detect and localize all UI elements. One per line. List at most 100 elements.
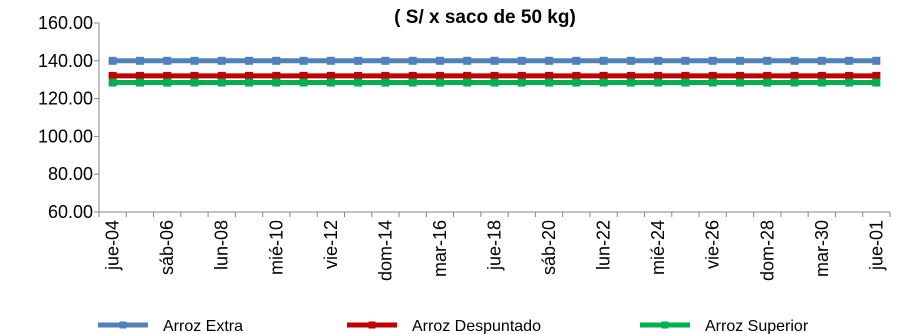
data-point <box>217 71 226 80</box>
data-point <box>463 71 472 80</box>
data-point <box>299 78 308 87</box>
x-tick-label: sáb-06 <box>157 220 177 275</box>
data-point <box>190 71 199 80</box>
data-point <box>408 56 417 65</box>
data-point <box>545 56 554 65</box>
x-tick-label: dom-28 <box>757 220 777 281</box>
x-tick-label: vie-26 <box>703 220 723 269</box>
data-point <box>408 78 417 87</box>
x-tick-labels: jue-04 sáb-06 lun-08 mié-10 vie-12 dom-14 mar-… <box>103 220 887 281</box>
y-tick-label: 120.00 <box>38 89 93 109</box>
data-point <box>108 56 117 65</box>
x-tick-label: jue-01 <box>866 220 886 271</box>
x-tick-label: jue-04 <box>103 220 123 271</box>
data-point <box>763 78 772 87</box>
data-point <box>245 56 254 65</box>
axes <box>94 22 891 217</box>
data-point <box>817 56 826 65</box>
data-point <box>463 78 472 87</box>
data-point <box>599 78 608 87</box>
data-point <box>354 78 363 87</box>
y-tick-label: 160.00 <box>38 13 93 33</box>
x-tick-label: vie-12 <box>321 220 341 269</box>
legend-label: Arroz Extra <box>163 318 243 334</box>
y-tick-label: 140.00 <box>38 51 93 71</box>
data-point <box>817 71 826 80</box>
data-point <box>163 71 172 80</box>
data-point <box>735 56 744 65</box>
data-point <box>654 71 663 80</box>
data-point <box>626 71 635 80</box>
x-tick-label: lun-08 <box>212 220 232 270</box>
legend-marker <box>661 321 669 329</box>
data-point <box>272 78 281 87</box>
legend: Arroz Extra Arroz Despuntado Arroz Superio… <box>98 318 809 334</box>
x-tick-label: mié-24 <box>648 220 668 275</box>
data-point <box>326 71 335 80</box>
data-point <box>381 78 390 87</box>
data-point <box>517 71 526 80</box>
data-point <box>545 78 554 87</box>
data-point <box>490 56 499 65</box>
x-tick-label: lun-22 <box>594 220 614 270</box>
data-point <box>435 56 444 65</box>
legend-label: Arroz Despuntado <box>412 318 541 334</box>
data-point <box>572 56 581 65</box>
data-point <box>135 71 144 80</box>
y-tick-labels: 60.00 80.00 100.00 120.00 140.00 160.00 <box>38 13 93 222</box>
data-point <box>490 78 499 87</box>
data-point <box>763 71 772 80</box>
data-point <box>708 56 717 65</box>
data-point <box>135 78 144 87</box>
data-point <box>299 71 308 80</box>
data-point <box>217 78 226 87</box>
data-point <box>272 56 281 65</box>
data-point <box>790 78 799 87</box>
data-point <box>245 78 254 87</box>
data-point <box>845 78 854 87</box>
data-point <box>190 56 199 65</box>
data-point <box>872 78 881 87</box>
x-tick-label: sáb-20 <box>539 220 559 275</box>
x-tick-label: mar-30 <box>812 220 832 277</box>
legend-label: Arroz Superior <box>705 318 809 334</box>
x-tick-label: mié-10 <box>266 220 286 275</box>
y-tick-label: 80.00 <box>48 164 93 184</box>
data-point <box>735 71 744 80</box>
data-point <box>735 78 744 87</box>
data-point <box>845 71 854 80</box>
x-tick-label: dom-14 <box>375 220 395 281</box>
series-1 <box>108 71 881 80</box>
data-point <box>354 71 363 80</box>
chart-title: ( S/ x saco de 50 kg) <box>394 7 576 28</box>
data-point <box>654 78 663 87</box>
data-point <box>872 56 881 65</box>
series-group <box>108 56 881 87</box>
data-point <box>108 71 117 80</box>
data-point <box>626 56 635 65</box>
x-tick-label: mar-16 <box>430 220 450 277</box>
data-point <box>245 71 254 80</box>
data-point <box>490 71 499 80</box>
data-point <box>435 78 444 87</box>
data-point <box>463 56 472 65</box>
data-point <box>845 56 854 65</box>
data-point <box>326 56 335 65</box>
data-point <box>435 71 444 80</box>
data-point <box>572 78 581 87</box>
data-point <box>217 56 226 65</box>
legend-marker <box>368 321 376 329</box>
data-point <box>326 78 335 87</box>
y-tick-label: 100.00 <box>38 126 93 146</box>
x-tick-label: jue-18 <box>485 220 505 271</box>
data-point <box>517 78 526 87</box>
data-point <box>354 56 363 65</box>
data-point <box>572 71 581 80</box>
data-point <box>190 78 199 87</box>
data-point <box>681 56 690 65</box>
data-point <box>790 56 799 65</box>
data-point <box>517 56 526 65</box>
y-tick-label: 60.00 <box>48 202 93 222</box>
data-point <box>708 71 717 80</box>
